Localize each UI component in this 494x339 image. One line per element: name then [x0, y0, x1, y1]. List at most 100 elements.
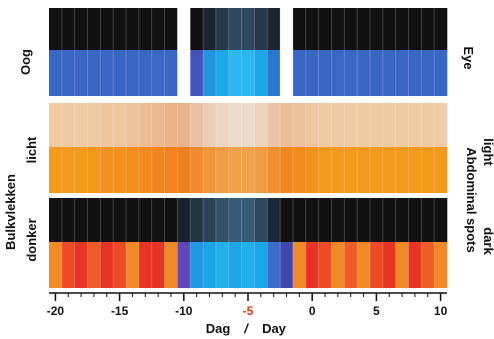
heatmap-cell-abdominal-light-top-day-5 — [369, 103, 384, 147]
heatmap-cell-abdominal-dark-bottom-day--10 — [177, 242, 191, 288]
heatmap-cell-eye-bottom-day--6 — [228, 50, 242, 96]
heatmap-cell-abdominal-light-bottom-day--16 — [100, 147, 114, 193]
heatmap-cell-eye-top-day-4 — [357, 8, 371, 50]
heatmap-cell-abdominal-light-top-day--4 — [254, 103, 268, 147]
heatmap-cell-eye-bottom-day--15 — [113, 50, 127, 96]
heatmap-cell-abdominal-dark-bottom-day--6 — [228, 242, 242, 288]
heatmap-cell-abdominal-dark-top-day--18 — [74, 198, 88, 242]
heatmap-cell-abdominal-dark-bottom-day--5 — [241, 242, 255, 288]
heatmap-cell-eye-bottom-day-5 — [369, 50, 384, 96]
heatmap-cell-abdominal-dark-bottom-day--15 — [113, 242, 127, 288]
heatmap-cell-abdominal-light-bottom-day--6 — [228, 147, 242, 193]
label-left-abdomen: Bulkvlekken — [3, 174, 18, 250]
heatmap-cell-abdominal-light-bottom-day--5 — [241, 147, 255, 193]
heatmap-cell-abdominal-light-top-day--8 — [203, 103, 217, 147]
heatmap-cell-eye-top-day--12 — [151, 8, 165, 50]
heatmap-cell-abdominal-dark-top-day-0 — [305, 198, 319, 242]
heatmap-cell-abdominal-light-top-day--15 — [113, 103, 127, 147]
heatmap-cell-abdominal-light-bottom-day-6 — [382, 147, 396, 193]
heatmap-cell-eye-top-day--1 — [292, 8, 307, 50]
heatmap-cell-eye-bottom-day--5 — [241, 50, 255, 96]
heatmap-cell-eye-bottom-day-10 — [434, 50, 448, 96]
x-tick-label: -5 — [243, 304, 254, 318]
heatmap-cell-abdominal-light-bottom-day--8 — [203, 147, 217, 193]
heatmap-cell-eye-top-day--2 — [280, 8, 294, 50]
heatmap-cell-abdominal-dark-bottom-day--9 — [190, 242, 204, 288]
heatmap-cell-eye-bottom-day-6 — [382, 50, 396, 96]
label-left-dark: donker — [24, 218, 39, 261]
heatmap-cell-eye-bottom-day-3 — [344, 50, 358, 96]
heatmap-cell-abdominal-light-bottom-day--3 — [267, 147, 281, 193]
heatmap-cell-abdominal-light-bottom-day-9 — [421, 147, 435, 193]
heatmap-cell-eye-top-day-1 — [318, 8, 332, 50]
heatmap-cell-abdominal-dark-top-day--6 — [228, 198, 242, 242]
x-axis: -20 -15 -10 -5 0 5 10 — [47, 292, 448, 318]
heatmap-cell-abdominal-dark-top-day-6 — [382, 198, 396, 242]
heatmap-cell-eye-bottom-day--4 — [254, 50, 268, 96]
heatmap-cell-abdominal-dark-bottom-day--2 — [280, 242, 294, 288]
heatmap-cell-abdominal-light-top-day-6 — [382, 103, 396, 147]
heatmap-cell-abdominal-dark-top-day--14 — [126, 198, 140, 242]
heatmap-cell-abdominal-dark-top-day--16 — [100, 198, 114, 242]
heatmap-cell-eye-bottom-day--7 — [215, 50, 230, 96]
x-tick-label: 0 — [309, 304, 316, 318]
heatmap-cell-abdominal-dark-bottom-day-6 — [382, 242, 396, 288]
heatmap-cell-abdominal-light-bottom-day-2 — [331, 147, 345, 193]
xlabel-right: Day — [262, 321, 287, 336]
heatmap-cell-abdominal-dark-bottom-day--12 — [151, 242, 165, 288]
heatmap-cell-abdominal-light-top-day--16 — [100, 103, 114, 147]
heatmap-cell-abdominal-dark-bottom-day-7 — [395, 242, 409, 288]
heatmap-cell-abdominal-dark-bottom-day--4 — [254, 242, 268, 288]
heatmap-cell-abdominal-dark-bottom-day--16 — [100, 242, 114, 288]
heatmap-cell-eye-bottom-day-2 — [331, 50, 345, 96]
heatmap-cell-abdominal-light-bottom-day--2 — [280, 147, 294, 193]
heatmap-cell-eye-bottom-day--3 — [267, 50, 281, 96]
heatmap-cell-abdominal-light-top-day-9 — [421, 103, 435, 147]
heatmap-cell-abdominal-dark-bottom-day--3 — [267, 242, 281, 288]
heatmap-cell-eye-bottom-day--9 — [190, 50, 204, 96]
heatmap-cell-eye-top-day--8 — [203, 8, 217, 50]
label-right-abdomen: Abdominal spots — [464, 147, 479, 252]
heatmap-cell-abdominal-light-top-day--13 — [138, 103, 153, 147]
heatmap-cell-eye-bottom-day--18 — [74, 50, 88, 96]
heatmap-cell-eye-top-day--9 — [190, 8, 204, 50]
heatmap-cell-eye-top-day--3 — [267, 8, 281, 50]
heatmap-cell-abdominal-light-top-day-8 — [408, 103, 422, 147]
heatmap-cell-eye-top-day-10 — [434, 8, 448, 50]
heatmap-cell-abdominal-dark-top-day--1 — [292, 198, 307, 242]
heatmap-cell-abdominal-light-top-day-1 — [318, 103, 332, 147]
heatmap-cell-eye-top-day-8 — [408, 8, 422, 50]
heatmap-cell-abdominal-light-bottom-day-5 — [369, 147, 384, 193]
heatmap-cell-abdominal-dark-top-day--5 — [241, 198, 255, 242]
heatmap-cell-abdominal-dark-top-day-9 — [421, 198, 435, 242]
label-right-light: light — [481, 138, 494, 166]
label-left-light: licht — [24, 136, 39, 163]
heatmap-cell-eye-bottom-day--16 — [100, 50, 114, 96]
heatmap-cell-abdominal-light-bottom-day--1 — [292, 147, 307, 193]
heatmap-cell-eye-top-day-3 — [344, 8, 358, 50]
heatmap-cell-eye-top-day--16 — [100, 8, 114, 50]
heatmap-cell-eye-top-day--5 — [241, 8, 255, 50]
heatmap-cell-eye-bottom-day-1 — [318, 50, 332, 96]
heatmap-cell-eye-bottom-day-9 — [421, 50, 435, 96]
heatmap-cell-abdominal-light-bottom-day-3 — [344, 147, 358, 193]
heatmap-cell-abdominal-light-top-day--14 — [126, 103, 140, 147]
label-right-dark: dark — [481, 227, 494, 255]
heatmap-cell-abdominal-light-bottom-day-10 — [434, 147, 448, 193]
heatmap-cell-abdominal-dark-bottom-day--14 — [126, 242, 140, 288]
heatmap-cell-abdominal-light-top-day--17 — [87, 103, 101, 147]
x-tick-label: 5 — [373, 304, 380, 318]
heatmap-cell-abdominal-light-top-day--19 — [61, 103, 75, 147]
heatmap-cell-abdominal-dark-bottom-day-8 — [408, 242, 422, 288]
heatmap-cell-abdominal-dark-top-day-1 — [318, 198, 332, 242]
heatmap-cell-abdominal-light-top-day--6 — [228, 103, 242, 147]
heatmap-cell-abdominal-light-bottom-day--9 — [190, 147, 204, 193]
heatmap-cell-abdominal-light-bottom-day-1 — [318, 147, 332, 193]
heatmap-cell-abdominal-dark-top-day--17 — [87, 198, 101, 242]
heatmap-cell-eye-bottom-day--10 — [177, 50, 191, 96]
heatmap-cell-eye-top-day-2 — [331, 8, 345, 50]
heatmap-cell-eye-bottom-day--8 — [203, 50, 217, 96]
heatmap-cell-abdominal-light-top-day--12 — [151, 103, 165, 147]
heatmap-cell-abdominal-dark-top-day--3 — [267, 198, 281, 242]
heatmap-cell-abdominal-light-bottom-day--12 — [151, 147, 165, 193]
